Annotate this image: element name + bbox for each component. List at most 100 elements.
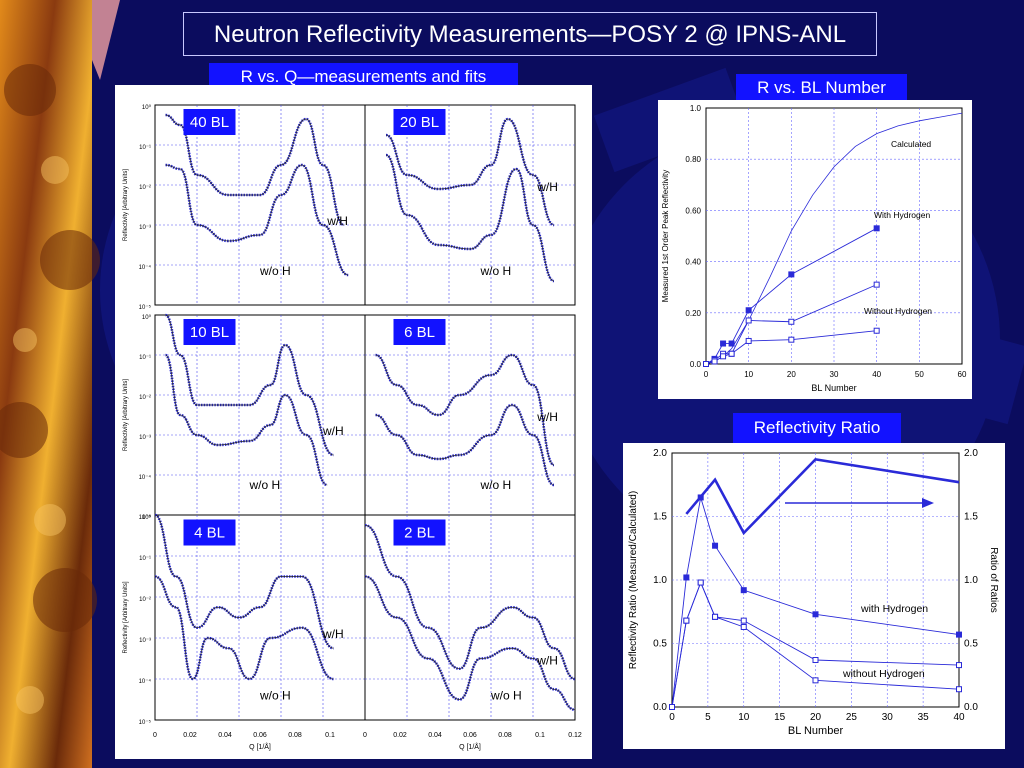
- data-point: [745, 317, 752, 324]
- x-tick-label: 0.1: [535, 732, 545, 739]
- data-point: [812, 677, 819, 684]
- bl-count-badge: [393, 109, 446, 135]
- subplot-frame: [364, 314, 576, 516]
- x-tick-label: 40: [872, 370, 881, 379]
- with-hydrogen-label: w/H: [322, 424, 344, 438]
- bl-count-badge: [183, 109, 236, 135]
- y-tick-label: 0.40: [685, 258, 701, 267]
- data-point: [728, 340, 735, 347]
- without-hydrogen-label: w/o H: [480, 478, 512, 492]
- wh-fit-curve: [364, 524, 576, 680]
- data-point: [669, 704, 675, 710]
- x-tick-label: 0.08: [498, 732, 512, 739]
- without-hydrogen-label: w/o H: [480, 264, 512, 278]
- x-tick-label: 10: [744, 370, 753, 379]
- with-hydrogen-label: w/H: [536, 410, 558, 424]
- x-tick-label: 40: [953, 712, 965, 723]
- y2-tick-label: 2.0: [964, 448, 978, 459]
- data-point: [683, 617, 690, 624]
- bl-count-label: 6 BL: [404, 324, 435, 341]
- x-tick-label: 25: [846, 712, 858, 723]
- x-tick-label: 35: [918, 712, 930, 723]
- x-tick-label: 0.02: [393, 732, 407, 739]
- x-tick-label: 30: [830, 370, 839, 379]
- y-tick-label: 10⁻²: [139, 185, 151, 191]
- x-tick-label: 0.06: [253, 732, 267, 739]
- x-tick-label: 15: [774, 712, 786, 723]
- x-tick-label: 60: [958, 370, 967, 379]
- rq-plot-grid: 40 BL w/H w/o H 10⁰ 10⁻¹ 10⁻² 10⁻³ 10⁻⁴ 10⁻⁵ Refl…: [123, 104, 582, 751]
- y-tick-label: 10⁻³: [139, 435, 151, 441]
- data-point: [873, 281, 880, 288]
- x-tick-label: 0: [153, 732, 157, 739]
- x-tick-label: 5: [705, 712, 711, 723]
- wh-fit-curve: [165, 314, 334, 456]
- without-hydrogen-label: w/o H: [249, 478, 281, 492]
- woh-fit-curve: [165, 354, 328, 486]
- wh-fit-curve: [385, 118, 555, 226]
- woh-fit-curve: [154, 576, 334, 680]
- ratio-chart: 0 5 10 15 20 25 30 35 400.0 0.00.5 0.51.0 1.01.5 1.5…: [628, 448, 999, 737]
- data-point: [788, 318, 795, 325]
- y-tick-label: 10⁻²: [139, 597, 151, 603]
- y-axis-label: Reflectivity Ratio (Measured/Calculated): [628, 491, 639, 669]
- y-tick-label: 0.80: [685, 155, 701, 164]
- data-point: [712, 542, 719, 549]
- x-tick-label: 0.06: [463, 732, 477, 739]
- y-tick-label: 1.0: [690, 104, 702, 113]
- with-hydrogen-label: With Hydrogen: [874, 210, 930, 220]
- bl-count-badge: [183, 519, 236, 546]
- calculated-label: Calculated: [891, 139, 931, 149]
- woh-fit-curve: [165, 164, 349, 276]
- y-tick-label: 0.20: [685, 309, 701, 318]
- rq-panel: 40 BL w/H w/o H 10⁰ 10⁻¹ 10⁻² 10⁻³ 10⁻⁴ 10⁻⁵ Refl…: [115, 85, 592, 759]
- data-point: [740, 623, 747, 630]
- plot-frame: [671, 452, 960, 708]
- wh-fit-curve: [165, 114, 345, 226]
- slide-title: Neutron Reflectivity Measurements—POSY 2…: [183, 12, 877, 56]
- y-tick-label: 10⁻⁵: [139, 514, 152, 521]
- x-tick-label: 0.08: [288, 732, 302, 739]
- data-point: [712, 613, 719, 620]
- y-axis-label: Measured 1st Order Peak Reflectivity: [661, 170, 670, 303]
- with-hydrogen-label: w/H: [326, 214, 348, 228]
- y-tick-label: 0.60: [685, 206, 701, 215]
- bl-chart: 0 10 20 30 40 50 60 0.0 0.20 0.40 0.60 0.80 1.0 BL Nu…: [661, 104, 967, 393]
- data-point: [812, 657, 819, 664]
- without-hydrogen-label: w/o H: [259, 689, 291, 703]
- data-point: [703, 361, 709, 367]
- series-line-4: [685, 457, 960, 536]
- x-tick-label: 0: [704, 370, 709, 379]
- x-tick-label: 0.04: [428, 732, 442, 739]
- x-tick-label: 0.02: [183, 732, 197, 739]
- data-point: [711, 358, 718, 365]
- rq-subplot-1: 40 BL w/H w/o H 10⁰ 10⁻¹ 10⁻² 10⁻³ 10⁻⁴ 10⁻⁵ Refl…: [123, 104, 366, 311]
- without-hydrogen-label: without Hydrogen: [842, 668, 925, 680]
- y-axis-label: Reflectivity [Arbitrary Units]: [123, 169, 129, 241]
- data-point: [697, 579, 704, 586]
- x-axis-label: Q [1/Å]: [249, 742, 271, 751]
- subplot-frame: [154, 314, 366, 516]
- data-point: [745, 337, 752, 344]
- y-tick-label: 10⁰: [142, 514, 152, 521]
- y-tick-label: 10⁻³: [139, 225, 151, 231]
- y-tick-label: 10⁻³: [139, 638, 151, 644]
- y-tick-label: 0.0: [653, 702, 667, 713]
- data-point: [873, 225, 880, 232]
- bl-count-label: 4 BL: [194, 525, 225, 542]
- data-point: [956, 662, 962, 669]
- bl-count-label: 10 BL: [190, 324, 229, 341]
- bl-panel: 0 10 20 30 40 50 60 0.0 0.20 0.40 0.60 0.80 1.0 BL Nu…: [658, 100, 972, 399]
- y-tick-label: 10⁰: [142, 104, 152, 111]
- y-tick-label: 10⁻²: [139, 395, 151, 401]
- data-point: [740, 617, 747, 624]
- x-tick-label: 0: [669, 712, 675, 723]
- y-tick-label: 10⁰: [142, 314, 152, 321]
- y-axis-label: Reflectivity [Arbitrary Units]: [123, 379, 129, 451]
- rq-subplot-3: 10 BL w/H w/o H 10⁰ 10⁻¹ 10⁻² 10⁻³ 10⁻⁴ 10⁻⁵ Refl…: [123, 313, 366, 521]
- data-point: [812, 611, 819, 618]
- bl-count-badge: [183, 319, 236, 345]
- y-tick-label: 0.5: [653, 639, 667, 650]
- y2-tick-label: 1.0: [964, 575, 978, 586]
- y-tick-label: 1.0: [653, 575, 667, 586]
